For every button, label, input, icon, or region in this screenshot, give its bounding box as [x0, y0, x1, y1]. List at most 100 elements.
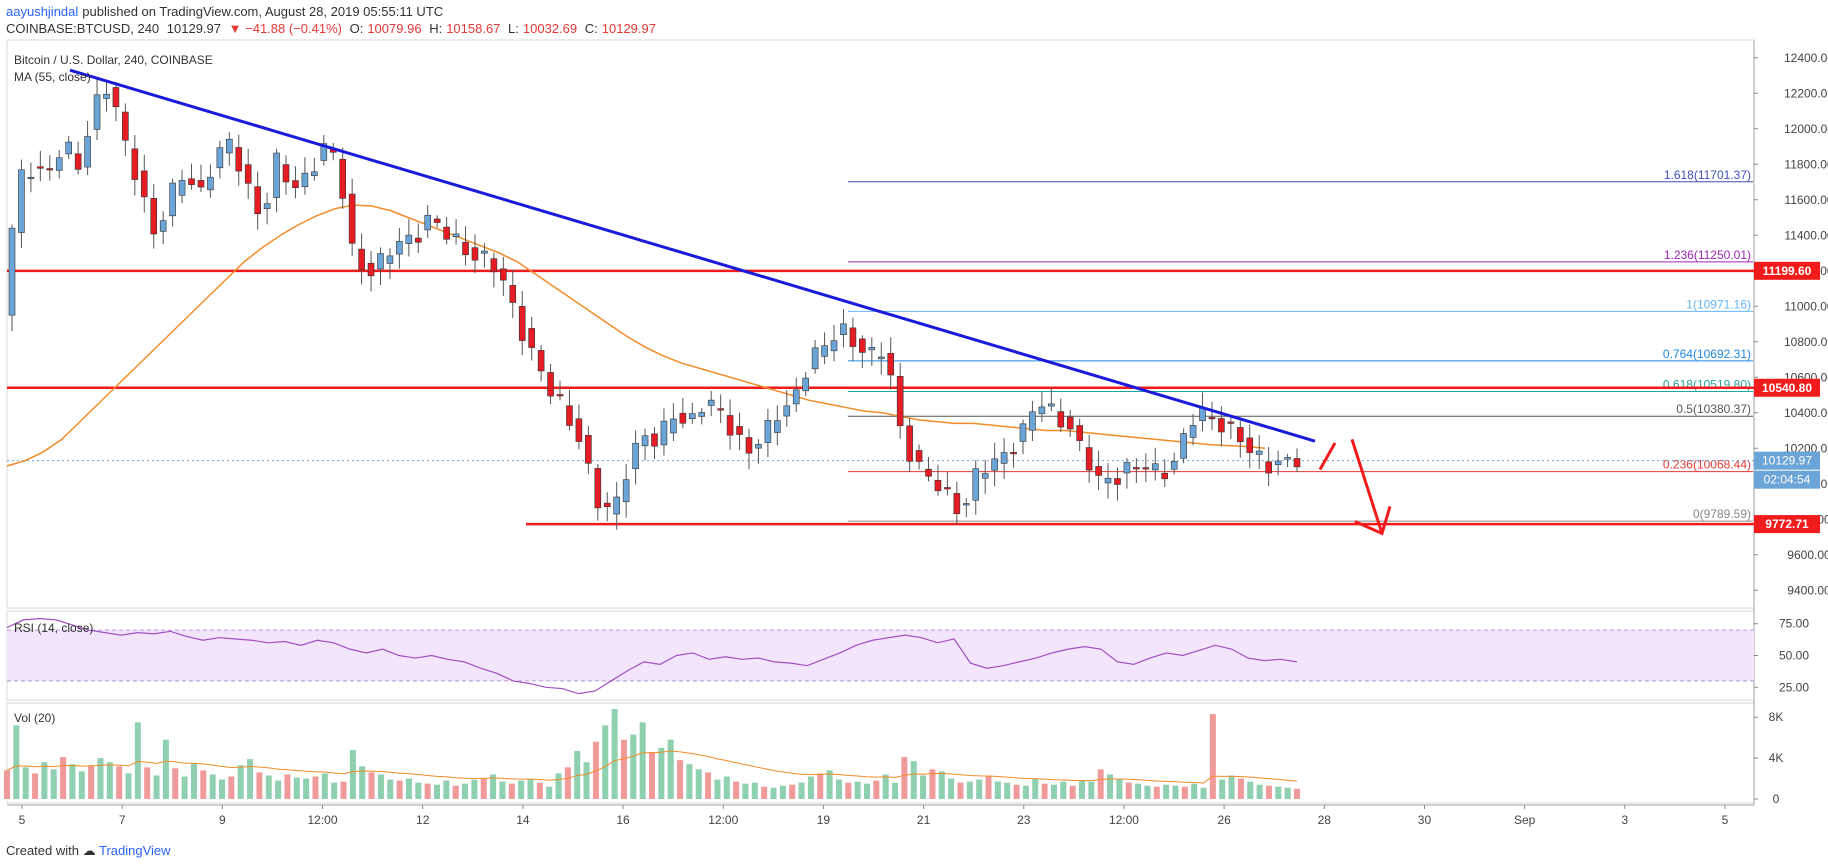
candle-down: [745, 437, 753, 454]
volume-bar: [583, 762, 590, 799]
volume-bar: [1116, 778, 1123, 799]
volume-bar: [228, 776, 235, 799]
fib-level-label: 1.236(11250.01): [1664, 248, 1751, 262]
rsi-tick-label: 50.00: [1779, 649, 1809, 663]
volume-bar: [1153, 786, 1160, 799]
candle-down: [500, 268, 507, 281]
last-price-tag: [1754, 451, 1820, 470]
candle-down: [953, 493, 961, 515]
candle-up: [1189, 425, 1197, 438]
created-with-text: Created with: [6, 843, 79, 858]
volume-bar: [153, 775, 160, 799]
candle-down: [585, 434, 592, 464]
volume-bar: [312, 776, 319, 799]
y-tick-label: 10800.00: [1784, 335, 1828, 349]
volume-bar: [415, 782, 422, 799]
candle-up: [660, 420, 668, 446]
candle-down: [896, 375, 904, 427]
volume-bar: [443, 780, 450, 799]
candle-up: [65, 141, 72, 155]
candle-up: [802, 377, 809, 392]
volume-bar: [219, 779, 225, 799]
volume-bar: [452, 785, 459, 799]
volume-bar: [508, 783, 515, 799]
candle-up: [301, 172, 309, 188]
volume-bar: [592, 741, 599, 799]
candle-up: [688, 413, 696, 420]
x-tick-label: 26: [1217, 813, 1231, 827]
candle-down: [944, 487, 951, 490]
candle-down: [849, 327, 857, 347]
volume-bar: [658, 747, 665, 799]
candle-up: [207, 176, 214, 191]
y-tick-label: 12000.00: [1784, 122, 1828, 136]
volume-bar: [901, 757, 908, 799]
volume-bar: [751, 782, 758, 799]
volume-bar: [190, 763, 197, 799]
volume-bar: [1265, 785, 1272, 799]
volume-bar: [69, 764, 76, 799]
volume-bar: [1135, 783, 1142, 799]
candle-down: [1293, 458, 1301, 468]
candle-up: [405, 234, 413, 244]
candle-up: [641, 435, 649, 447]
candle-down: [188, 178, 195, 185]
volume-bar: [976, 779, 983, 799]
candle-up: [1284, 457, 1291, 460]
candle-up: [159, 220, 167, 232]
candle-down: [575, 418, 583, 442]
fib-level-label: 1.618(11701.37): [1664, 168, 1751, 182]
candle-down: [122, 111, 129, 141]
candle-down: [547, 372, 554, 397]
volume-bar: [1247, 781, 1254, 799]
fib-level-label: 0.5(10380.37): [1676, 402, 1751, 416]
published-text: published on TradingView.com, August 28,…: [82, 4, 444, 19]
candle-up: [792, 389, 800, 405]
volume-bar: [602, 725, 609, 799]
volume-bar: [181, 776, 188, 799]
publish-header: aayushjindal published on TradingView.com…: [6, 4, 447, 19]
candle-down: [490, 258, 498, 273]
volume-bar: [536, 782, 543, 799]
level-tag-label: 9772.71: [1765, 517, 1809, 531]
volume-bar: [807, 776, 814, 799]
candle-down: [887, 352, 895, 376]
candle-down: [112, 87, 120, 108]
candle-down: [537, 350, 545, 372]
candle-up: [273, 152, 280, 198]
candle-down: [292, 180, 299, 189]
candle-down: [934, 479, 942, 492]
candle-down: [1218, 418, 1225, 433]
volume-bar: [854, 781, 861, 799]
volume-bar: [611, 709, 618, 799]
candle-down: [925, 468, 932, 477]
candle-up: [55, 157, 63, 171]
volume-bar: [620, 739, 627, 799]
volume-bar: [32, 773, 39, 799]
candle-up: [377, 253, 384, 270]
volume-bar: [705, 772, 712, 799]
candle-up: [1180, 433, 1187, 459]
candle-down: [1066, 416, 1074, 430]
author-link[interactable]: aayushjindal: [6, 4, 79, 19]
tradingview-link[interactable]: TradingView: [99, 843, 171, 858]
x-tick-label: 5: [1722, 813, 1729, 827]
candle-down: [433, 218, 441, 223]
volume-bar: [835, 779, 842, 799]
volume-bar: [256, 772, 263, 799]
volume-bar: [714, 779, 721, 799]
volume-bar: [1191, 783, 1198, 799]
candle-up: [622, 479, 630, 503]
volume-bar: [144, 767, 151, 799]
candle-down: [1114, 478, 1121, 485]
volume-bar: [368, 772, 375, 799]
y-tick-label: 9600.00: [1787, 548, 1828, 562]
x-tick-label: 7: [119, 813, 126, 827]
candle-up: [18, 169, 25, 233]
volume-bar: [667, 739, 674, 799]
volume-bar: [1050, 784, 1057, 799]
projection-arrow-head: [1354, 506, 1392, 536]
fib-level-label: 0.236(10068.44): [1663, 458, 1751, 472]
y-tick-label: 9400.00: [1787, 583, 1828, 597]
